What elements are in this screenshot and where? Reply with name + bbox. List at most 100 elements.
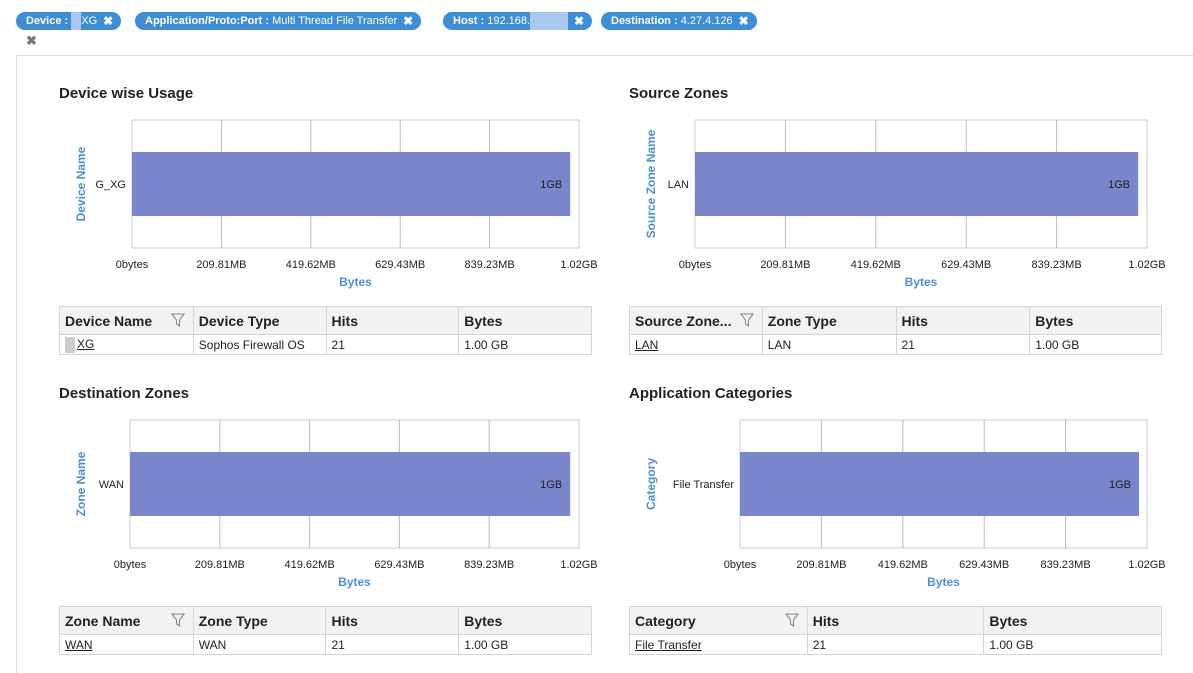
header-label: Category [635, 612, 696, 629]
filter-icon[interactable] [784, 613, 799, 627]
header-label: Device Name [65, 312, 153, 329]
filter-key: Destination : [611, 15, 678, 27]
close-icon[interactable]: ✖ [738, 14, 749, 28]
table-source: Source Zone... Zone Type Hits Bytes LAN … [629, 306, 1162, 355]
column-header[interactable]: Zone Type [192, 606, 327, 635]
x-axis-title: Bytes [338, 575, 371, 589]
filter-value: 192.168. [487, 15, 531, 27]
bar [740, 452, 1140, 516]
column-header[interactable]: Hits [325, 606, 460, 635]
header-label: Source Zone... [635, 312, 732, 329]
x-axis-title: Bytes [905, 275, 938, 289]
table-cell[interactable]: File Transfer [629, 634, 808, 655]
y-axis-title: Category [644, 458, 658, 510]
close-icon[interactable]: ✖ [403, 14, 414, 28]
y-tick-label: WAN [99, 479, 124, 491]
filter-value: 4.27.4.126 [680, 15, 733, 27]
close-icon[interactable]: ✖ [574, 14, 585, 28]
filter-icon[interactable] [739, 313, 754, 327]
redaction [530, 12, 569, 30]
column-header[interactable]: Hits [325, 306, 460, 335]
data-label: 1GB [540, 179, 562, 191]
filter-icon[interactable] [170, 613, 185, 627]
table-cell: WAN [192, 634, 327, 655]
filter-icon[interactable] [170, 313, 185, 327]
x-tick-label: 419.62MB [286, 259, 336, 271]
filter-value: XG [81, 15, 98, 27]
chart-destination: 0bytes 209.81MB 419.62MB 629.43MB 839.23MB 1.… [60, 408, 605, 593]
x-tick-label: 419.62MB [851, 259, 901, 271]
redaction [65, 336, 75, 353]
x-tick-label: 629.43MB [941, 259, 991, 271]
table-destination: Zone Name Zone Type Hits Bytes WAN WAN 2… [59, 606, 592, 655]
column-header[interactable]: Hits [806, 606, 985, 635]
x-tick-label: 1.02GB [560, 259, 597, 271]
x-tick-label: 839.23MB [464, 559, 514, 571]
y-tick-label: G_XG [95, 179, 126, 191]
table-cell: 1.00 GB [1029, 334, 1162, 355]
filter-value: Multi Thread File Transfer [272, 15, 398, 27]
chart-device: 0bytes 209.81MB 419.62MB 629.43MB 839.23MB 1.… [60, 108, 605, 293]
filter-chip-device[interactable]: Device : XG ✖ [16, 12, 122, 30]
x-tick-label: 839.23MB [465, 259, 515, 271]
table-cell: Sophos Firewall OS [192, 334, 327, 355]
clear-filters-icon[interactable]: ✖ [26, 33, 37, 48]
zone-name-link[interactable]: WAN [65, 637, 93, 652]
table-category: Category Hits Bytes File Transfer 21 1.0… [629, 606, 1162, 655]
table-cell: 21 [325, 334, 460, 355]
chart-svg: 0bytes 209.81MB 419.62MB 629.43MB 839.23MB 1.… [74, 119, 598, 289]
table-cell: 21 [895, 334, 1031, 355]
x-tick-label: 0bytes [679, 259, 712, 271]
table-cell[interactable]: WAN [59, 634, 194, 655]
column-header[interactable]: Device Name [59, 306, 194, 335]
chart-source: 0bytes 209.81MB 419.62MB 629.43MB 839.23MB 1.… [630, 108, 1175, 293]
source-zone-link[interactable]: LAN [635, 337, 659, 352]
column-header[interactable]: Hits [895, 306, 1031, 335]
filter-key: Device : [26, 15, 69, 27]
x-tick-label: 209.81MB [195, 559, 245, 571]
close-icon[interactable]: ✖ [103, 14, 114, 28]
x-tick-label: 0bytes [724, 559, 757, 571]
category-link[interactable]: File Transfer [635, 637, 702, 652]
filter-chip-application[interactable]: Application/Proto:Port : Multi Thread Fi… [135, 12, 422, 30]
filter-chip-host[interactable]: Host : 192.168. ✖ [443, 12, 593, 30]
table-cell[interactable]: XG [59, 334, 194, 355]
y-axis-title: Source Zone Name [644, 129, 658, 238]
x-tick-label: 629.43MB [959, 559, 1009, 571]
filter-key: Host : [453, 15, 485, 27]
column-header[interactable]: Source Zone... [629, 306, 763, 335]
x-tick-label: 419.62MB [285, 559, 335, 571]
x-tick-label: 0bytes [114, 559, 147, 571]
chart-svg: 0bytes 209.81MB 419.62MB 629.43MB 839.23MB 1.… [644, 419, 1166, 589]
x-tick-label: 209.81MB [796, 559, 846, 571]
bar [130, 452, 571, 516]
table-row: File Transfer 21 1.00 GB [629, 634, 1162, 655]
column-header[interactable]: Bytes [983, 606, 1162, 635]
column-header[interactable]: Zone Name [59, 606, 194, 635]
y-tick-label: LAN [668, 179, 689, 191]
x-tick-label: 209.81MB [760, 259, 810, 271]
filter-bar: Device : XG ✖ Application/Proto:Port : M… [0, 0, 1193, 55]
x-tick-label: 1.02GB [560, 559, 597, 571]
chart-svg: 0bytes 209.81MB 419.62MB 629.43MB 839.23MB 1.… [644, 119, 1166, 289]
column-header[interactable]: Bytes [1029, 306, 1162, 335]
table-row: XG Sophos Firewall OS 21 1.00 GB [59, 334, 592, 355]
filter-chip-destination[interactable]: Destination : 4.27.4.126 ✖ [601, 12, 757, 30]
table-cell: 21 [325, 634, 460, 655]
table-cell[interactable]: LAN [629, 334, 763, 355]
device-name-link[interactable]: XG [77, 336, 95, 351]
table-cell: 1.00 GB [458, 334, 592, 355]
column-header[interactable]: Zone Type [761, 306, 897, 335]
bar [695, 152, 1139, 216]
section-title-destination: Destination Zones [59, 385, 190, 402]
x-tick-label: 629.43MB [375, 259, 425, 271]
x-axis-title: Bytes [927, 575, 960, 589]
table-cell: 1.00 GB [458, 634, 592, 655]
column-header[interactable]: Category [629, 606, 808, 635]
header-label: Zone Name [65, 612, 141, 629]
table-cell: 21 [806, 634, 985, 655]
column-header[interactable]: Bytes [458, 306, 592, 335]
column-header[interactable]: Device Type [192, 306, 327, 335]
column-header[interactable]: Bytes [458, 606, 592, 635]
x-tick-label: 419.62MB [878, 559, 928, 571]
